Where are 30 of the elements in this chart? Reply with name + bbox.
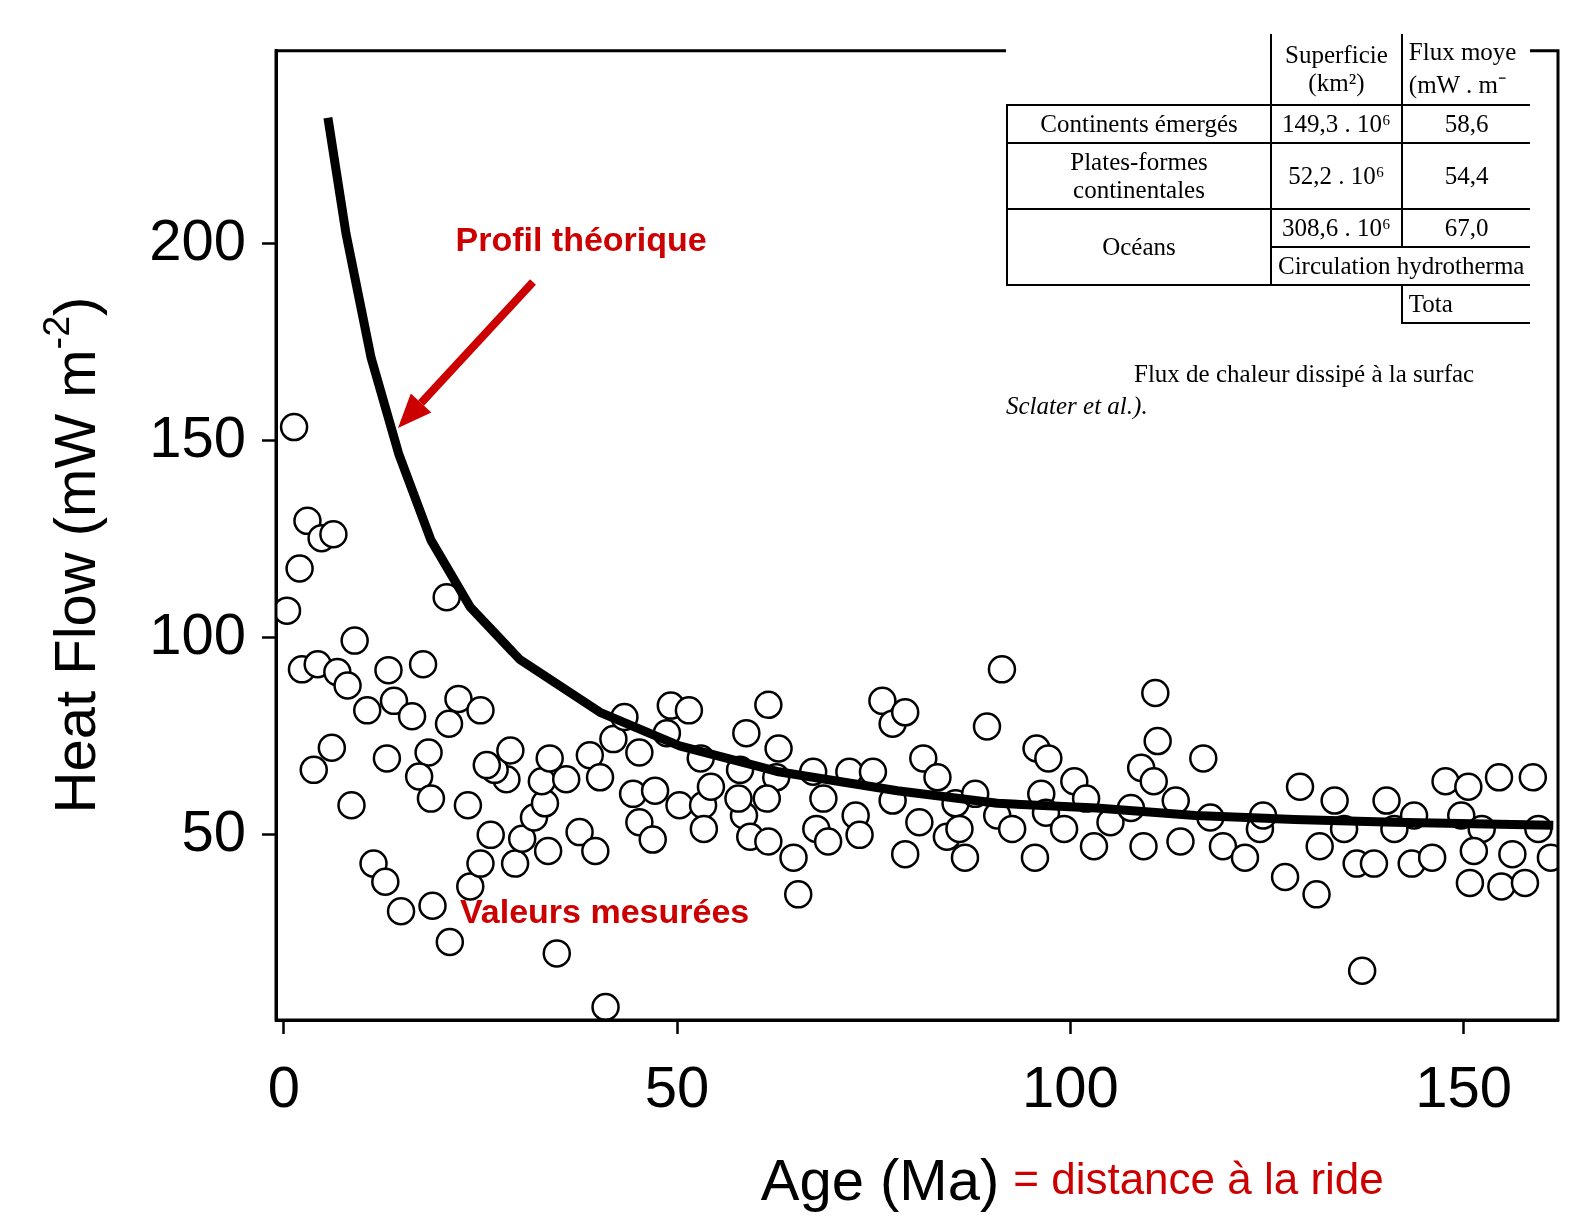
- x-axis-title: Age (Ma): [760, 1147, 1000, 1212]
- annotation: Valeurs mesurées: [460, 892, 750, 931]
- annotation: Superficie: [1285, 41, 1388, 68]
- annotation: Océans: [1007, 209, 1271, 285]
- annotation: Sclater et al.).: [1006, 392, 1149, 420]
- annotation: 67,0: [1401, 209, 1531, 247]
- y-tick-label: 200: [149, 206, 246, 272]
- y-tick-label: 50: [181, 797, 246, 863]
- annotation: Tota: [1401, 285, 1531, 323]
- x-tick-label: 150: [1415, 1053, 1513, 1119]
- annotation: Plates-formes continentales: [1007, 143, 1271, 209]
- annotation: (mW . m⁻: [1408, 71, 1506, 98]
- x-tick-label: 0: [267, 1053, 300, 1119]
- annotation: 308,6 . 10⁶: [1271, 209, 1402, 247]
- annotation: 58,6: [1401, 105, 1531, 143]
- annotation: Profil théorique: [455, 220, 707, 259]
- annotation: Continents émergés: [1007, 105, 1271, 143]
- y-tick-label: 150: [149, 403, 246, 469]
- annotation: 149,3 . 10⁶: [1271, 105, 1402, 143]
- x-tick-label: 50: [644, 1053, 710, 1119]
- annotation: (km²): [1308, 69, 1365, 96]
- text: = distance à la ride: [1013, 1154, 1384, 1204]
- annotation: Circulation hydrotherma: [1271, 247, 1531, 285]
- y-axis-title: Heat Flow (mW m-2): [34, 296, 107, 814]
- x-tick-label: 100: [1021, 1053, 1119, 1119]
- annotation: 52,2 . 10⁶: [1271, 143, 1402, 209]
- annotation: 54,4: [1401, 143, 1531, 209]
- annotation: Flux de chaleur dissipé à la surfac: [1133, 359, 1476, 389]
- y-tick-label: 100: [149, 600, 246, 666]
- annotation: Flux moye: [1408, 38, 1517, 65]
